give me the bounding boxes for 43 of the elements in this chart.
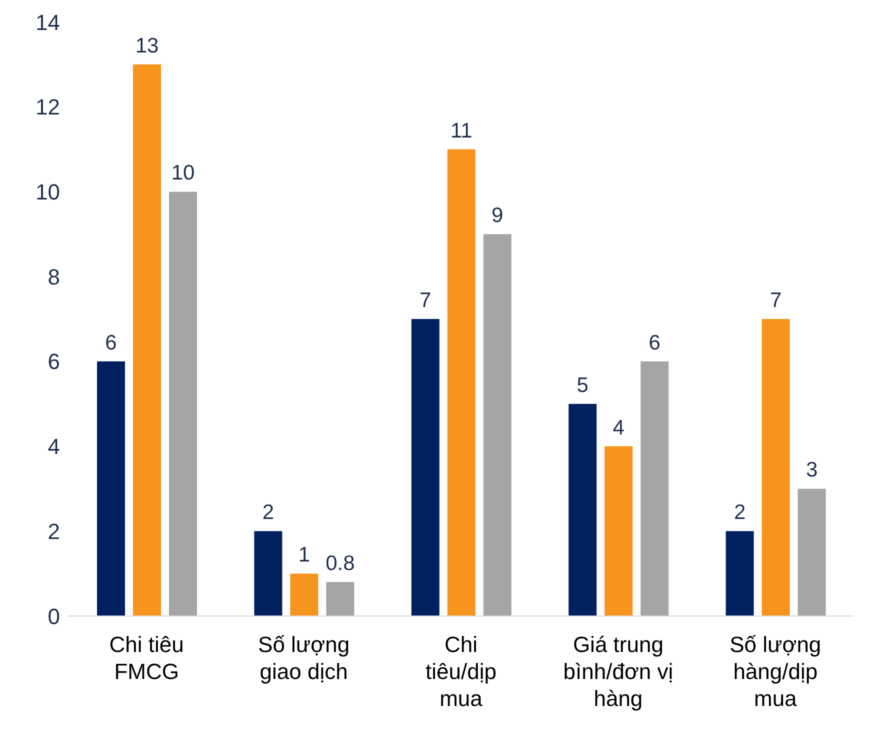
data-label: 0.8 bbox=[326, 552, 355, 576]
data-label: 13 bbox=[135, 34, 159, 58]
y-tick-label: 6 bbox=[48, 349, 60, 374]
x-tick-label: Giá trung bình/đơn vị hàng bbox=[563, 632, 674, 711]
data-label: 6 bbox=[648, 331, 660, 354]
y-tick-label: 8 bbox=[48, 264, 60, 290]
data-label: 2 bbox=[734, 501, 746, 524]
bar bbox=[411, 319, 440, 616]
bar bbox=[762, 319, 790, 616]
y-tick-label: 4 bbox=[48, 434, 60, 460]
x-tick-label: Số lượng hàng/dịp mua bbox=[730, 632, 822, 711]
y-tick-label: 0 bbox=[48, 604, 60, 629]
data-label: 5 bbox=[576, 374, 588, 397]
y-tick-label: 2 bbox=[48, 518, 60, 544]
bar bbox=[726, 531, 754, 616]
bar bbox=[568, 404, 597, 616]
bar bbox=[640, 361, 669, 616]
x-tick-label: Chi tiêu/dịp mua bbox=[426, 632, 496, 711]
bar bbox=[254, 531, 282, 616]
y-tick-label: 12 bbox=[36, 94, 60, 120]
y-tick-label: 10 bbox=[36, 180, 60, 205]
bar bbox=[169, 192, 197, 616]
bar bbox=[604, 446, 633, 616]
x-tick-label: Chi tiêu FMCG bbox=[109, 632, 184, 684]
data-label: 10 bbox=[171, 162, 195, 185]
data-label: 1 bbox=[298, 544, 310, 567]
data-label: 11 bbox=[450, 119, 472, 142]
bar bbox=[798, 488, 826, 616]
data-label: 2 bbox=[262, 501, 274, 524]
bar bbox=[290, 574, 318, 616]
bar bbox=[447, 149, 476, 616]
data-label: 3 bbox=[806, 458, 818, 482]
data-label: 6 bbox=[105, 331, 117, 354]
bar bbox=[483, 234, 512, 616]
y-tick-label: 14 bbox=[36, 10, 60, 35]
x-tick-label: Số lượng giao dịch bbox=[258, 632, 350, 684]
data-label: 7 bbox=[420, 289, 432, 312]
data-label: 7 bbox=[770, 289, 782, 312]
bar bbox=[97, 361, 125, 616]
bar bbox=[133, 64, 161, 616]
data-label: 9 bbox=[492, 204, 504, 228]
bar bbox=[326, 582, 354, 616]
data-label: 4 bbox=[612, 416, 625, 440]
